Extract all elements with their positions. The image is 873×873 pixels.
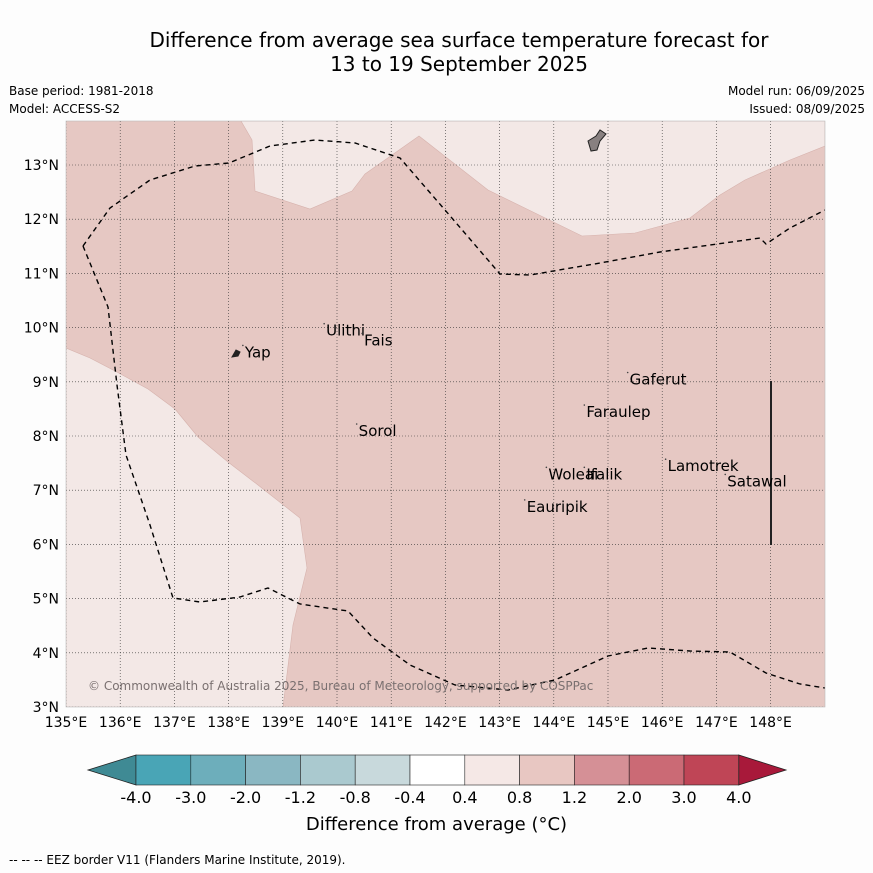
place-label-woleai: Woleai [548, 465, 598, 483]
lon-tick-label: 138°E [207, 715, 250, 731]
place-marker [323, 322, 325, 325]
colorbar-tick-label: 3.0 [671, 788, 696, 807]
place-label-satawal: Satawal [727, 472, 786, 490]
place-label-sorol: Sorol [359, 422, 397, 440]
lon-tick-label: 136°E [99, 715, 142, 731]
place-label-eauripik: Eauripik [527, 498, 588, 516]
colorbar-bin [190, 754, 246, 786]
lat-tick-label: 7°N [33, 483, 59, 499]
lon-tick-label: 145°E [587, 715, 630, 731]
colorbar-tick-label: 0.8 [507, 788, 532, 807]
colorbar-extend-low [86, 754, 137, 786]
issued-date: Issued: 08/09/2025 [749, 102, 865, 116]
lon-tick-label: 146°E [641, 715, 684, 731]
lon-tick-label: 139°E [262, 715, 305, 731]
lon-tick-label: 141°E [370, 715, 413, 731]
map-axes: 135°E 136°E 137°E 138°E 139°E 140°E 141°E 142°E… [24, 158, 792, 731]
place-label-lamotrek: Lamotrek [668, 457, 739, 475]
colorbar-tick-label: -1.2 [285, 788, 316, 807]
colorbar-title: Difference from average (°C) [305, 814, 568, 835]
colorbar-bin [409, 754, 466, 786]
place-marker [545, 466, 548, 469]
colorbar-tick-label: -2.0 [230, 788, 261, 807]
colorbar-tick-label: -4.0 [120, 788, 151, 807]
place-marker [523, 499, 526, 501]
lon-tick-label: 148°E [749, 715, 792, 731]
place-marker [626, 371, 629, 374]
lat-tick-label: 8°N [33, 429, 59, 445]
lat-tick-label: 9°N [33, 375, 59, 391]
title-line-1: Difference from average sea surface temp… [149, 28, 769, 52]
place-marker [361, 332, 363, 335]
meta-left: Base period: 1981-2018 Model: ACCESS-S2 [9, 82, 154, 118]
place-label-ulithi: Ulithi [326, 322, 365, 340]
lat-tick-label: 3°N [33, 700, 59, 716]
anomaly-0.4-0.8-north-region [240, 121, 825, 237]
map-frame [65, 120, 826, 708]
lon-tick-label: 147°E [695, 715, 738, 731]
colorbar-bin [628, 754, 685, 786]
colorbar: -4.0 -3.0 -2.0 -1.2 -0.8 -0.4 0.4 0.8 1.2 2.0 3.0 4… [86, 754, 788, 807]
place-label-fais: Fais [364, 331, 393, 349]
colorbar-tick-label: -0.8 [340, 788, 371, 807]
eez-border [82, 245, 825, 691]
lon-tick-label: 140°E [316, 715, 359, 731]
colorbar-bin [354, 754, 411, 786]
lon-tick-label: 144°E [533, 715, 576, 731]
lat-tick-label: 6°N [33, 537, 59, 553]
place-marker [355, 423, 358, 425]
map-title: Difference from average sea surface temp… [0, 28, 873, 76]
place-marker [242, 344, 244, 347]
colorbar-bin [464, 754, 520, 786]
colorbar-bin [300, 754, 356, 786]
footnote: -- -- -- EEZ border V11 (Flanders Marine… [9, 853, 346, 867]
colorbar-tick-label: 2.0 [616, 788, 641, 807]
colorbar-tick-label: -3.0 [175, 788, 206, 807]
colorbar-tick-label: -0.4 [394, 788, 425, 807]
model-name: Model: ACCESS-S2 [9, 102, 121, 116]
title-line-2: 13 to 19 September 2025 [330, 52, 588, 76]
colorbar-bin [574, 754, 630, 786]
place-marker [583, 404, 586, 406]
colorbar-extend-high [738, 754, 788, 786]
model-run: Model run: 06/09/2025 [727, 84, 865, 98]
place-marker [664, 458, 667, 461]
graticule [66, 121, 825, 707]
guam-land [587, 129, 607, 152]
place-label-ifalik: Ifalik [586, 465, 622, 483]
colorbar-bin [245, 754, 301, 786]
lat-tick-label: 11°N [24, 266, 59, 282]
lat-tick-label: 10°N [24, 321, 59, 337]
copyright-notice: © Commonwealth of Australia 2025, Bureau… [88, 679, 593, 693]
colorbar-bin [519, 754, 575, 786]
lat-tick-label: 4°N [33, 646, 59, 662]
lat-tick-label: 5°N [33, 592, 59, 608]
colorbar-bin [135, 754, 192, 786]
lon-tick-label: 142°E [424, 715, 467, 731]
lon-tick-label: 135°E [45, 715, 88, 731]
colorbar-tick-label: 4.0 [726, 788, 751, 807]
colorbar-bin [683, 754, 740, 786]
place-label-yap: Yap [244, 343, 271, 361]
colorbar-tick-label: 1.2 [562, 788, 587, 807]
map-plot-area: © Commonwealth of Australia 2025, Bureau… [66, 121, 825, 707]
yap-land [231, 349, 241, 358]
place-label-gaferut: Gaferut [630, 371, 687, 389]
lon-tick-label: 137°E [153, 715, 196, 731]
anomaly-0.4-0.8-west-region [66, 347, 308, 707]
place-marker [724, 473, 727, 476]
lat-tick-label: 12°N [24, 212, 59, 228]
base-period: Base period: 1981-2018 [9, 84, 154, 98]
meta-right: Model run: 06/09/2025 Issued: 08/09/2025 [728, 82, 865, 118]
lat-tick-label: 13°N [24, 158, 59, 174]
colorbar-tick-label: 0.4 [452, 788, 477, 807]
lon-tick-label: 143°E [478, 715, 521, 731]
place-marker [583, 466, 586, 469]
place-label-faraulep: Faraulep [586, 403, 650, 421]
